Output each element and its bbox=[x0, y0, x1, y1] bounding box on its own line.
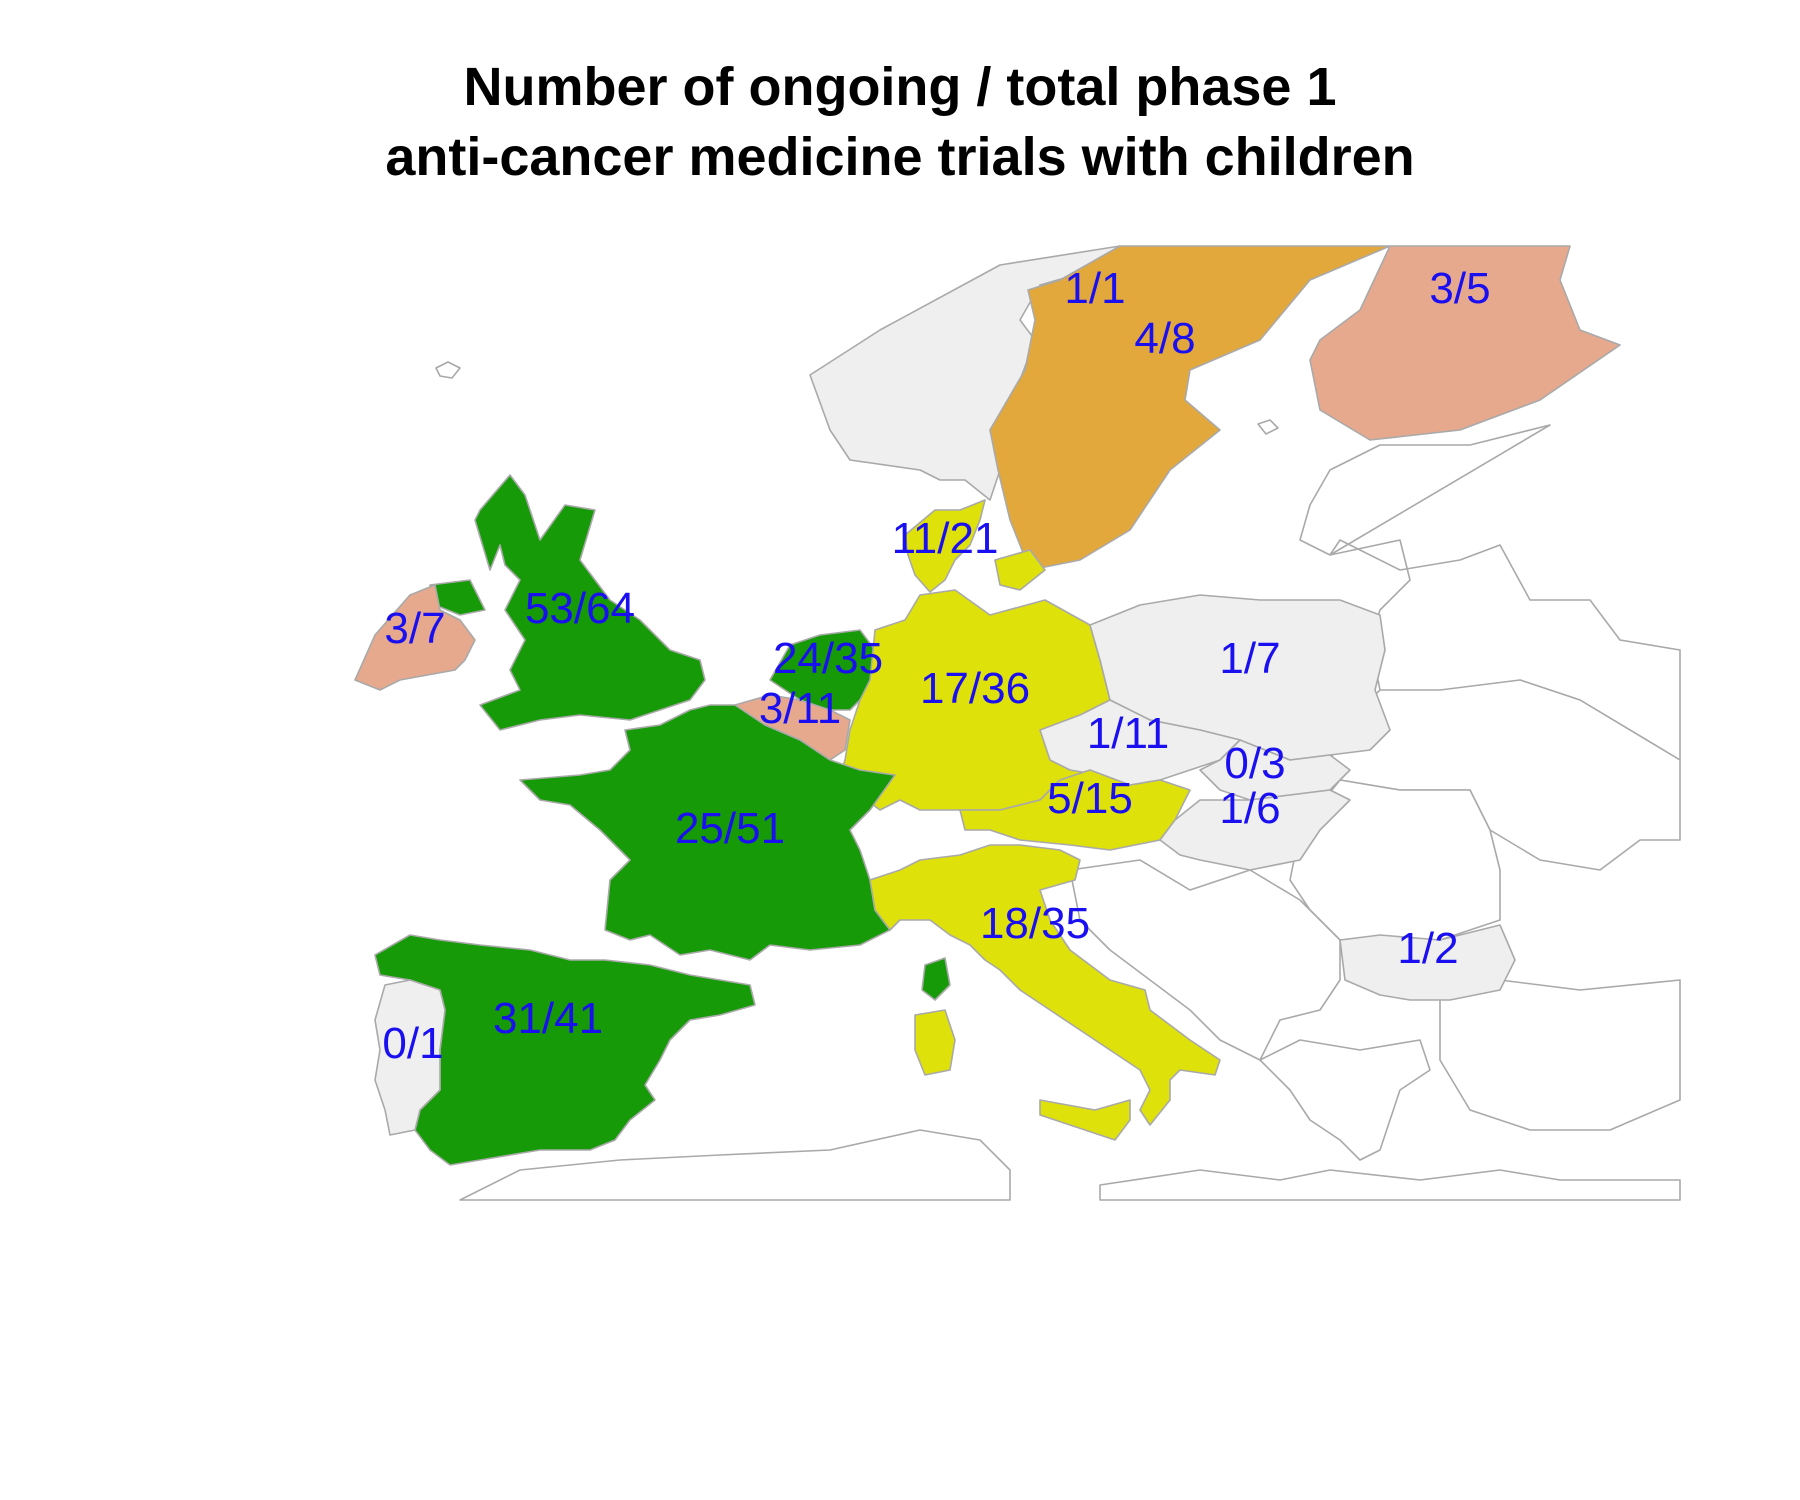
country-italy bbox=[869, 844, 1221, 1126]
label-finland: 3/5 bbox=[1429, 264, 1490, 313]
background-countries bbox=[435, 361, 1681, 1201]
map-title: Number of ongoing / total phase 1 anti-c… bbox=[0, 52, 1800, 192]
country-sweden bbox=[989, 245, 1391, 571]
libya-outline bbox=[1099, 1169, 1681, 1201]
country-portugal bbox=[374, 979, 446, 1136]
label-italy: 18/35 bbox=[980, 899, 1090, 948]
label-hungary: 1/6 bbox=[1219, 784, 1280, 833]
label-belgium: 3/11 bbox=[759, 684, 841, 733]
label-portugal: 0/1 bbox=[382, 1019, 443, 1068]
country-labels: 1/1 4/8 3/5 11/21 53/64 3/7 24/35 3/11 1… bbox=[382, 264, 1490, 1068]
label-austria: 5/15 bbox=[1047, 774, 1133, 823]
country-sicily bbox=[1039, 1099, 1131, 1141]
country-denmark bbox=[904, 499, 986, 593]
label-netherlands: 24/35 bbox=[773, 634, 883, 683]
label-spain: 31/41 bbox=[493, 994, 603, 1043]
romania-moldova-outline bbox=[1289, 779, 1501, 941]
label-bulgaria: 1/2 bbox=[1397, 924, 1458, 973]
label-sweden: 4/8 bbox=[1134, 314, 1195, 363]
country-czech-republic bbox=[1039, 699, 1241, 786]
country-finland bbox=[1309, 245, 1621, 441]
label-poland: 1/7 bbox=[1219, 634, 1280, 683]
country-sardinia bbox=[914, 1009, 956, 1076]
label-czech-republic: 1/11 bbox=[1087, 709, 1169, 758]
north-africa-outline bbox=[459, 1129, 1011, 1201]
label-denmark: 11/21 bbox=[892, 514, 999, 563]
title-line-1: Number of ongoing / total phase 1 bbox=[463, 57, 1337, 117]
country-united-kingdom bbox=[474, 474, 706, 731]
label-norway: 1/1 bbox=[1064, 264, 1125, 313]
gotland-island bbox=[1257, 419, 1279, 435]
label-slovakia: 0/3 bbox=[1224, 739, 1285, 788]
country-denmark-islands bbox=[994, 549, 1046, 591]
title-line-2: anti-cancer medicine trials with childre… bbox=[385, 127, 1415, 187]
label-ireland: 3/7 bbox=[384, 604, 445, 653]
country-corsica bbox=[921, 957, 951, 1001]
faroe-islands bbox=[435, 361, 461, 379]
country-ireland bbox=[354, 584, 476, 691]
label-france: 25/51 bbox=[675, 804, 785, 853]
greece-outline bbox=[1259, 1039, 1431, 1161]
label-united-kingdom: 53/64 bbox=[525, 584, 635, 633]
label-germany: 17/36 bbox=[920, 664, 1030, 713]
turkey-outline bbox=[1439, 979, 1681, 1131]
balkans-outline bbox=[1069, 859, 1341, 1061]
country-bulgaria bbox=[1339, 924, 1516, 1001]
country-hungary bbox=[1159, 789, 1351, 871]
data-countries bbox=[354, 245, 1621, 1166]
country-slovakia bbox=[1199, 739, 1351, 801]
country-austria bbox=[959, 769, 1191, 851]
